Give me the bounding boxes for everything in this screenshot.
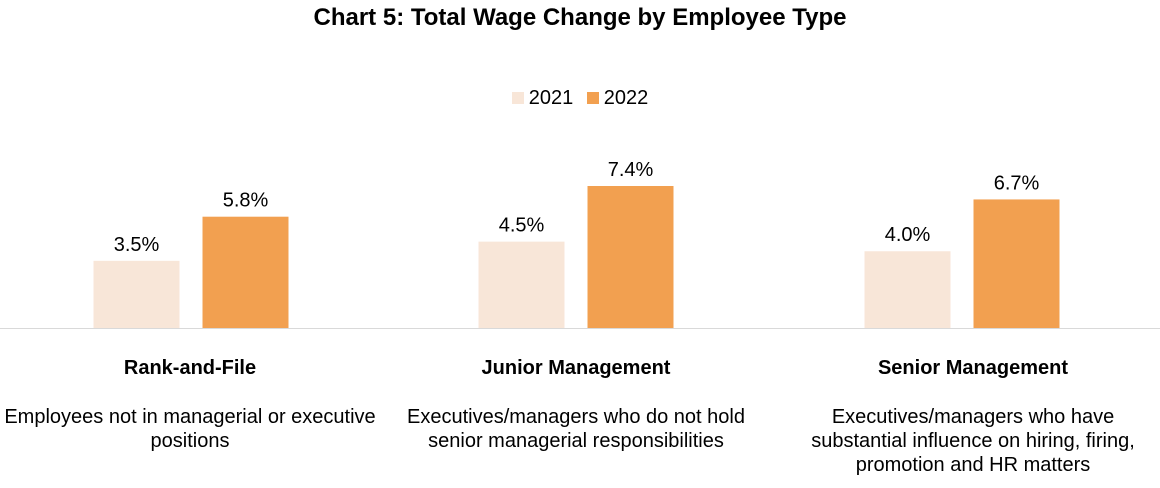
category-label-senior-management: Senior Management [877, 357, 1069, 379]
category-description-senior-management: Executives/managers who have substantial… [811, 406, 1135, 476]
data-label-2022-senior-management: 6.7% [994, 172, 1040, 194]
legend-item-2022: 2022 [586, 86, 649, 110]
data-label-2021-rank-and-file: 3.5% [114, 234, 160, 256]
category-label-rank-and-file: Rank-and-File [123, 357, 257, 379]
bar-2021-rank-and-file [93, 260, 180, 328]
bar-2022-junior-management [587, 186, 674, 328]
data-label-2022-junior-management: 7.4% [608, 159, 654, 181]
category-description-junior-management: Executives/managers who do not hold seni… [407, 406, 745, 452]
bar-2022-senior-management [973, 199, 1060, 328]
chart-legend: 2021 2022 [0, 86, 1160, 110]
category-label-junior-management: Junior Management [481, 357, 671, 379]
data-label-2021-junior-management: 4.5% [499, 215, 545, 237]
bar-2021-junior-management [478, 241, 565, 328]
bar-2021-senior-management [864, 251, 951, 328]
legend-swatch-2021 [511, 92, 524, 104]
data-label-2021-senior-management: 4.0% [885, 224, 931, 246]
category-description-rank-and-file: Employees not in managerial or executive… [4, 406, 376, 452]
legend-label-2022: 2022 [603, 87, 649, 109]
legend-item-2021: 2021 [511, 86, 574, 110]
data-label-2022-rank-and-file: 5.8% [223, 190, 269, 212]
legend-swatch-2022 [586, 92, 599, 104]
bar-2022-rank-and-file [202, 216, 289, 328]
chart-title: Chart 5: Total Wage Change by Employee T… [313, 4, 847, 31]
legend-label-2021: 2021 [528, 87, 574, 109]
